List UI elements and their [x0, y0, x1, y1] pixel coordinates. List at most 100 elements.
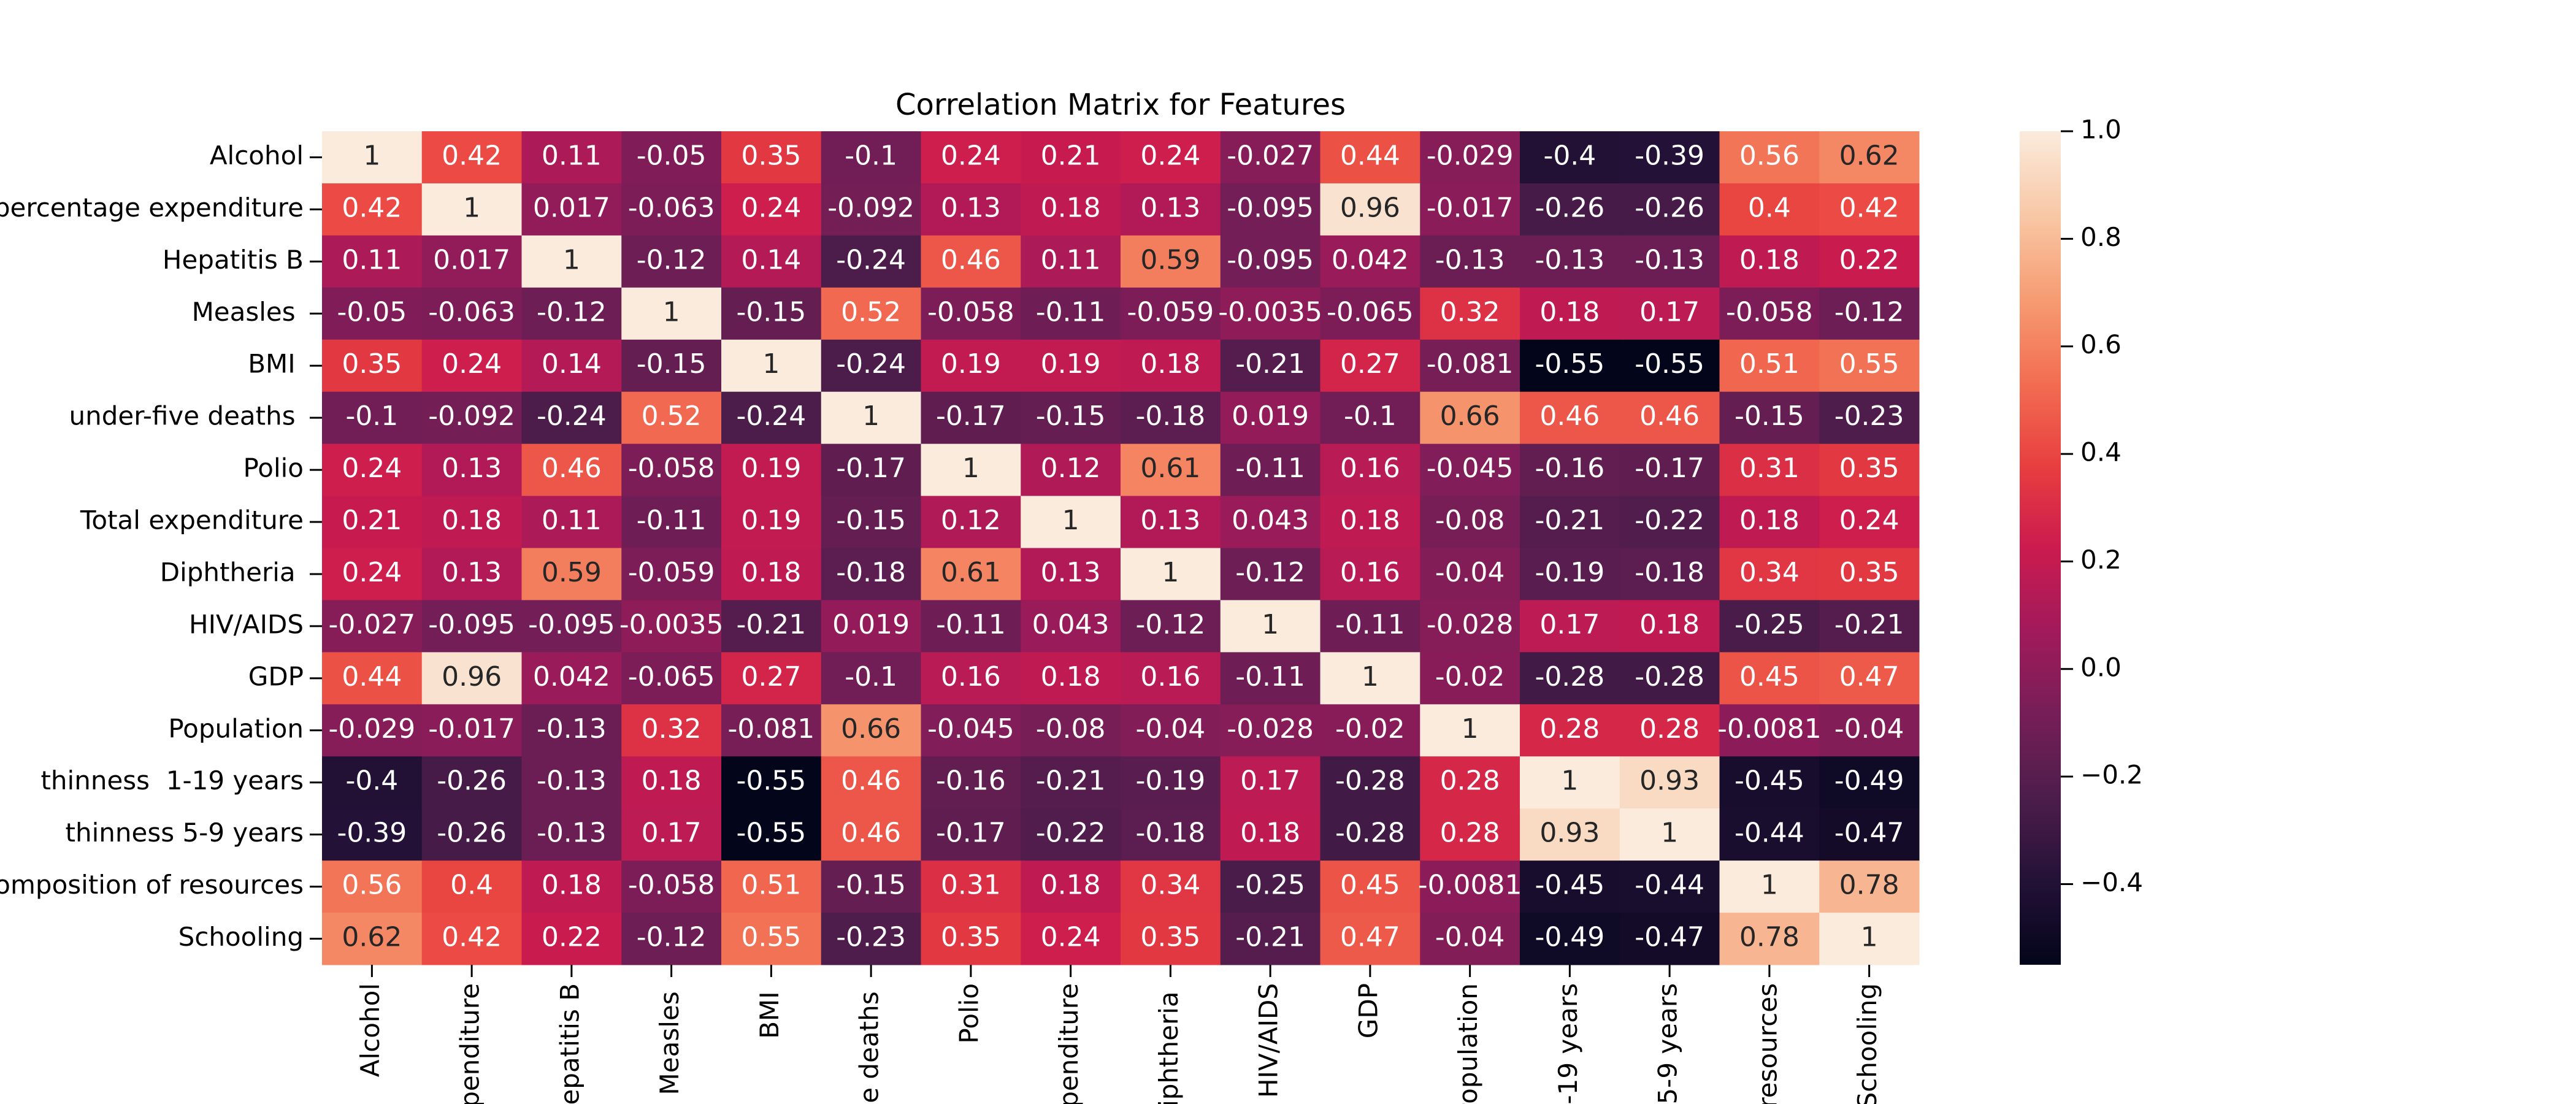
x-tick-label: Population: [1453, 983, 1483, 1104]
cell-label: -0.15: [836, 870, 906, 901]
heatmap-cell: [1021, 339, 1121, 393]
heatmap-cell: [421, 131, 522, 184]
heatmap-cell: [821, 391, 921, 445]
cell-label: 1: [1661, 818, 1678, 849]
heatmap-cell: [1819, 391, 1920, 445]
cell-label: 0.17: [1539, 609, 1600, 640]
cell-label: 0.96: [442, 661, 502, 692]
cell-label: -0.21: [1535, 505, 1604, 536]
heatmap-cell: [1719, 183, 1820, 236]
heatmap-cell: [1520, 600, 1620, 653]
y-tick-label: Schooling: [178, 922, 304, 952]
cell-label: -0.058: [628, 870, 715, 901]
heatmap-cell: [421, 548, 522, 600]
cell-label: 0.47: [1340, 922, 1400, 953]
heatmap-cell: [1420, 913, 1520, 965]
cell-label: 0.78: [1739, 922, 1800, 953]
cell-label: 0.34: [1739, 557, 1800, 588]
heatmap-cell: [1021, 756, 1121, 809]
heatmap-cell: [921, 861, 1021, 913]
heatmap-cell: [1719, 287, 1820, 340]
cell-label: 1: [862, 401, 880, 432]
heatmap-cell: [1619, 704, 1720, 757]
cell-label: 0.16: [941, 661, 1001, 692]
heatmap-cell: [921, 443, 1021, 497]
colorbar-tick-label: 0.8: [2080, 222, 2122, 252]
heatmap-cell: [1021, 391, 1121, 445]
cell-label: 0.12: [941, 505, 1001, 536]
cell-label: -0.1: [345, 401, 398, 432]
cell-label: 1: [1861, 922, 1878, 953]
cell-label: 0.62: [342, 922, 402, 953]
heatmap-cell: [1320, 183, 1420, 236]
cell-label: -0.4: [1543, 140, 1596, 171]
heatmap-cell: [1121, 756, 1221, 809]
cell-label: -0.17: [936, 818, 1006, 849]
x-tick-label: Schooling: [1852, 983, 1882, 1104]
heatmap-cell: [621, 131, 722, 184]
heatmap-cell: [821, 652, 921, 705]
colorbar-tick-label: 0.0: [2080, 652, 2122, 682]
heatmap-cell: [1220, 600, 1321, 653]
cell-label: 0.52: [841, 296, 901, 328]
cell-label: 0.34: [1140, 870, 1200, 901]
cell-label: 0.42: [342, 192, 402, 223]
cell-label: -0.05: [337, 296, 407, 328]
heatmap-cell: [621, 235, 722, 288]
heatmap-cell: [322, 183, 423, 236]
colorbar-tick-label: −0.2: [2080, 760, 2143, 790]
heatmap-cell: [1420, 183, 1520, 236]
y-tick-label: Alcohol: [210, 140, 304, 171]
heatmap-cell: [322, 704, 423, 757]
cell-label: 0.042: [533, 661, 610, 692]
cell-label: -0.45: [1735, 765, 1804, 797]
heatmap-cell: [1220, 808, 1321, 861]
cell-label: 0.56: [342, 870, 402, 901]
heatmap-cell: [421, 287, 522, 340]
heatmap-cell: [1220, 183, 1321, 236]
heatmap-cell: [421, 913, 522, 965]
cell-label: 0.31: [941, 870, 1001, 901]
heatmap-cell: [1520, 496, 1620, 548]
heatmap-cell: [1021, 131, 1121, 184]
heatmap-cell: [1420, 339, 1520, 393]
cell-label: 0.22: [542, 922, 602, 953]
cell-label: 0.61: [941, 557, 1001, 588]
cell-label: -0.13: [537, 713, 607, 745]
cell-label: 0.18: [1639, 609, 1700, 640]
heatmap-cell: [1121, 339, 1221, 393]
heatmap-cell: [1420, 756, 1520, 809]
cell-label: 0.18: [1240, 818, 1300, 849]
cell-label: -0.28: [1335, 765, 1405, 797]
cell-label: 0.13: [1140, 192, 1200, 223]
heatmap-cell: [721, 548, 822, 600]
heatmap-cell: [1619, 235, 1720, 288]
heatmap-cell: [1520, 235, 1620, 288]
heatmap-cell: [1021, 861, 1121, 913]
heatmap-cell: [1619, 339, 1720, 393]
heatmap-cell: [322, 652, 423, 705]
heatmap-cell: [1220, 756, 1321, 809]
heatmap-cell: [821, 339, 921, 393]
cell-label: -0.0035: [1218, 296, 1322, 328]
heatmap-cell: [921, 548, 1021, 600]
cell-label: -0.28: [1535, 661, 1604, 692]
heatmap-cell: [621, 808, 722, 861]
y-tick-label: thinness 1-19 years: [33, 765, 304, 795]
heatmap-cell: [721, 235, 822, 288]
heatmap-cell: [1420, 443, 1520, 497]
cell-label: 0.32: [642, 713, 702, 745]
cell-label: -0.13: [537, 765, 607, 797]
cell-label: 0.28: [1440, 818, 1500, 849]
cell-label: 0.19: [1041, 348, 1101, 380]
heatmap-cell: [821, 548, 921, 600]
cell-label: -0.44: [1735, 818, 1804, 849]
cell-label: -0.28: [1635, 661, 1704, 692]
cell-label: -0.11: [637, 505, 707, 536]
heatmap-cell: [1121, 235, 1221, 288]
cell-label: 0.21: [342, 505, 402, 536]
cell-label: 0.17: [642, 818, 702, 849]
heatmap-cell: [1320, 235, 1420, 288]
heatmap-cell: [821, 913, 921, 965]
heatmap-cell: [1719, 131, 1820, 184]
